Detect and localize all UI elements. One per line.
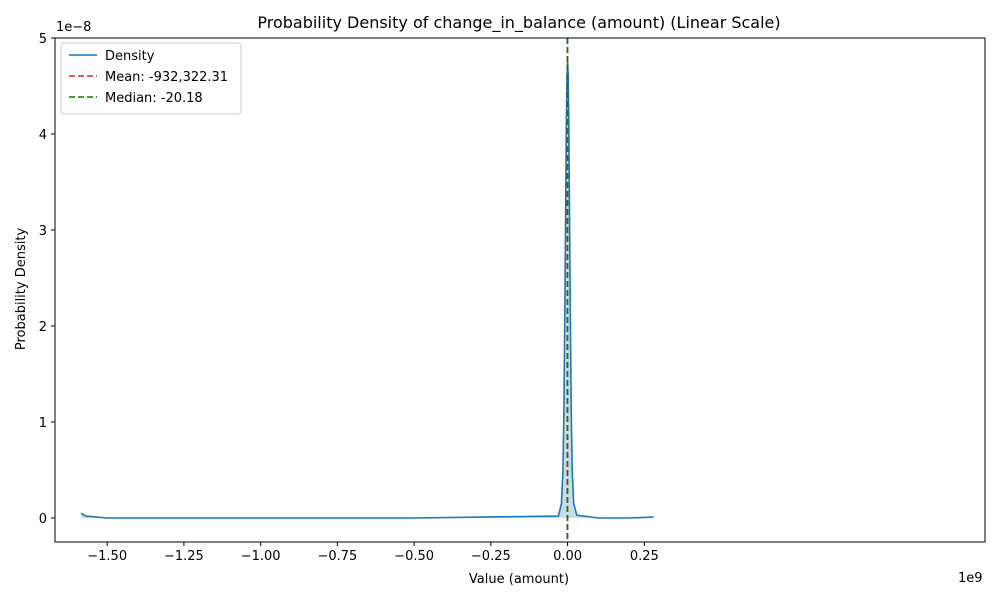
legend-box <box>60 42 242 115</box>
y-tick-label: 5 <box>39 32 47 47</box>
x-offset-label: 1e9 <box>958 571 983 586</box>
x-axis: −1.50 −1.25 −1.00 −0.75 −0.50 −0.25 0.00 0.25 <box>87 542 659 564</box>
y-offset-label: 1e−8 <box>56 20 91 35</box>
legend-label: Density <box>105 49 155 64</box>
chart-title: Probability Density of change_in_balance… <box>257 13 780 33</box>
y-tick-label: 4 <box>39 128 47 143</box>
y-tick-label: 0 <box>39 512 47 527</box>
x-tick-label: −1.00 <box>241 549 281 564</box>
y-tick-label: 2 <box>39 320 47 335</box>
x-tick-label: −1.50 <box>87 549 127 564</box>
x-tick-label: −0.75 <box>317 549 357 564</box>
x-tick-label: 0.25 <box>630 549 659 564</box>
x-tick-label: 0.00 <box>553 549 582 564</box>
y-tick-label: 3 <box>39 224 47 239</box>
x-tick-label: −0.25 <box>471 549 511 564</box>
legend: Density Mean: -932,322.31 Median: -20.18 <box>60 42 242 115</box>
y-axis: 0 1 2 3 4 5 <box>39 32 55 527</box>
x-axis-label: Value (amount) <box>469 572 569 587</box>
legend-label: Mean: -932,322.31 <box>105 70 228 85</box>
plot-frame <box>54 37 986 543</box>
y-axis-label: Probability Density <box>14 228 29 351</box>
plot-area <box>80 38 654 542</box>
legend-label: Median: -20.18 <box>105 91 203 106</box>
y-tick-label: 1 <box>39 416 47 431</box>
x-tick-label: −1.25 <box>164 549 204 564</box>
x-tick-label: −0.50 <box>394 549 434 564</box>
